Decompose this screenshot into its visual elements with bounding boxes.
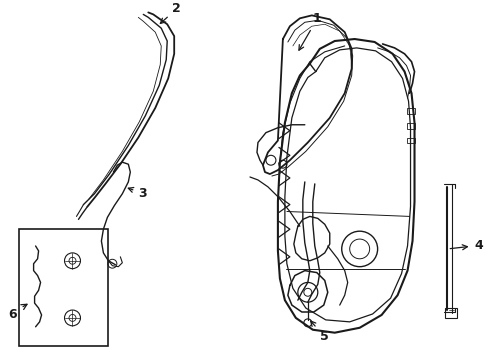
Text: 3: 3 xyxy=(128,187,146,200)
Text: 1: 1 xyxy=(298,12,321,50)
Text: 5: 5 xyxy=(310,321,328,343)
Bar xyxy=(445,308,456,318)
Text: 2: 2 xyxy=(160,3,181,23)
Bar xyxy=(406,108,414,114)
Text: 4: 4 xyxy=(449,239,482,252)
Bar xyxy=(406,138,414,144)
Bar xyxy=(19,229,108,346)
Text: 6: 6 xyxy=(8,309,17,321)
Bar xyxy=(406,123,414,129)
